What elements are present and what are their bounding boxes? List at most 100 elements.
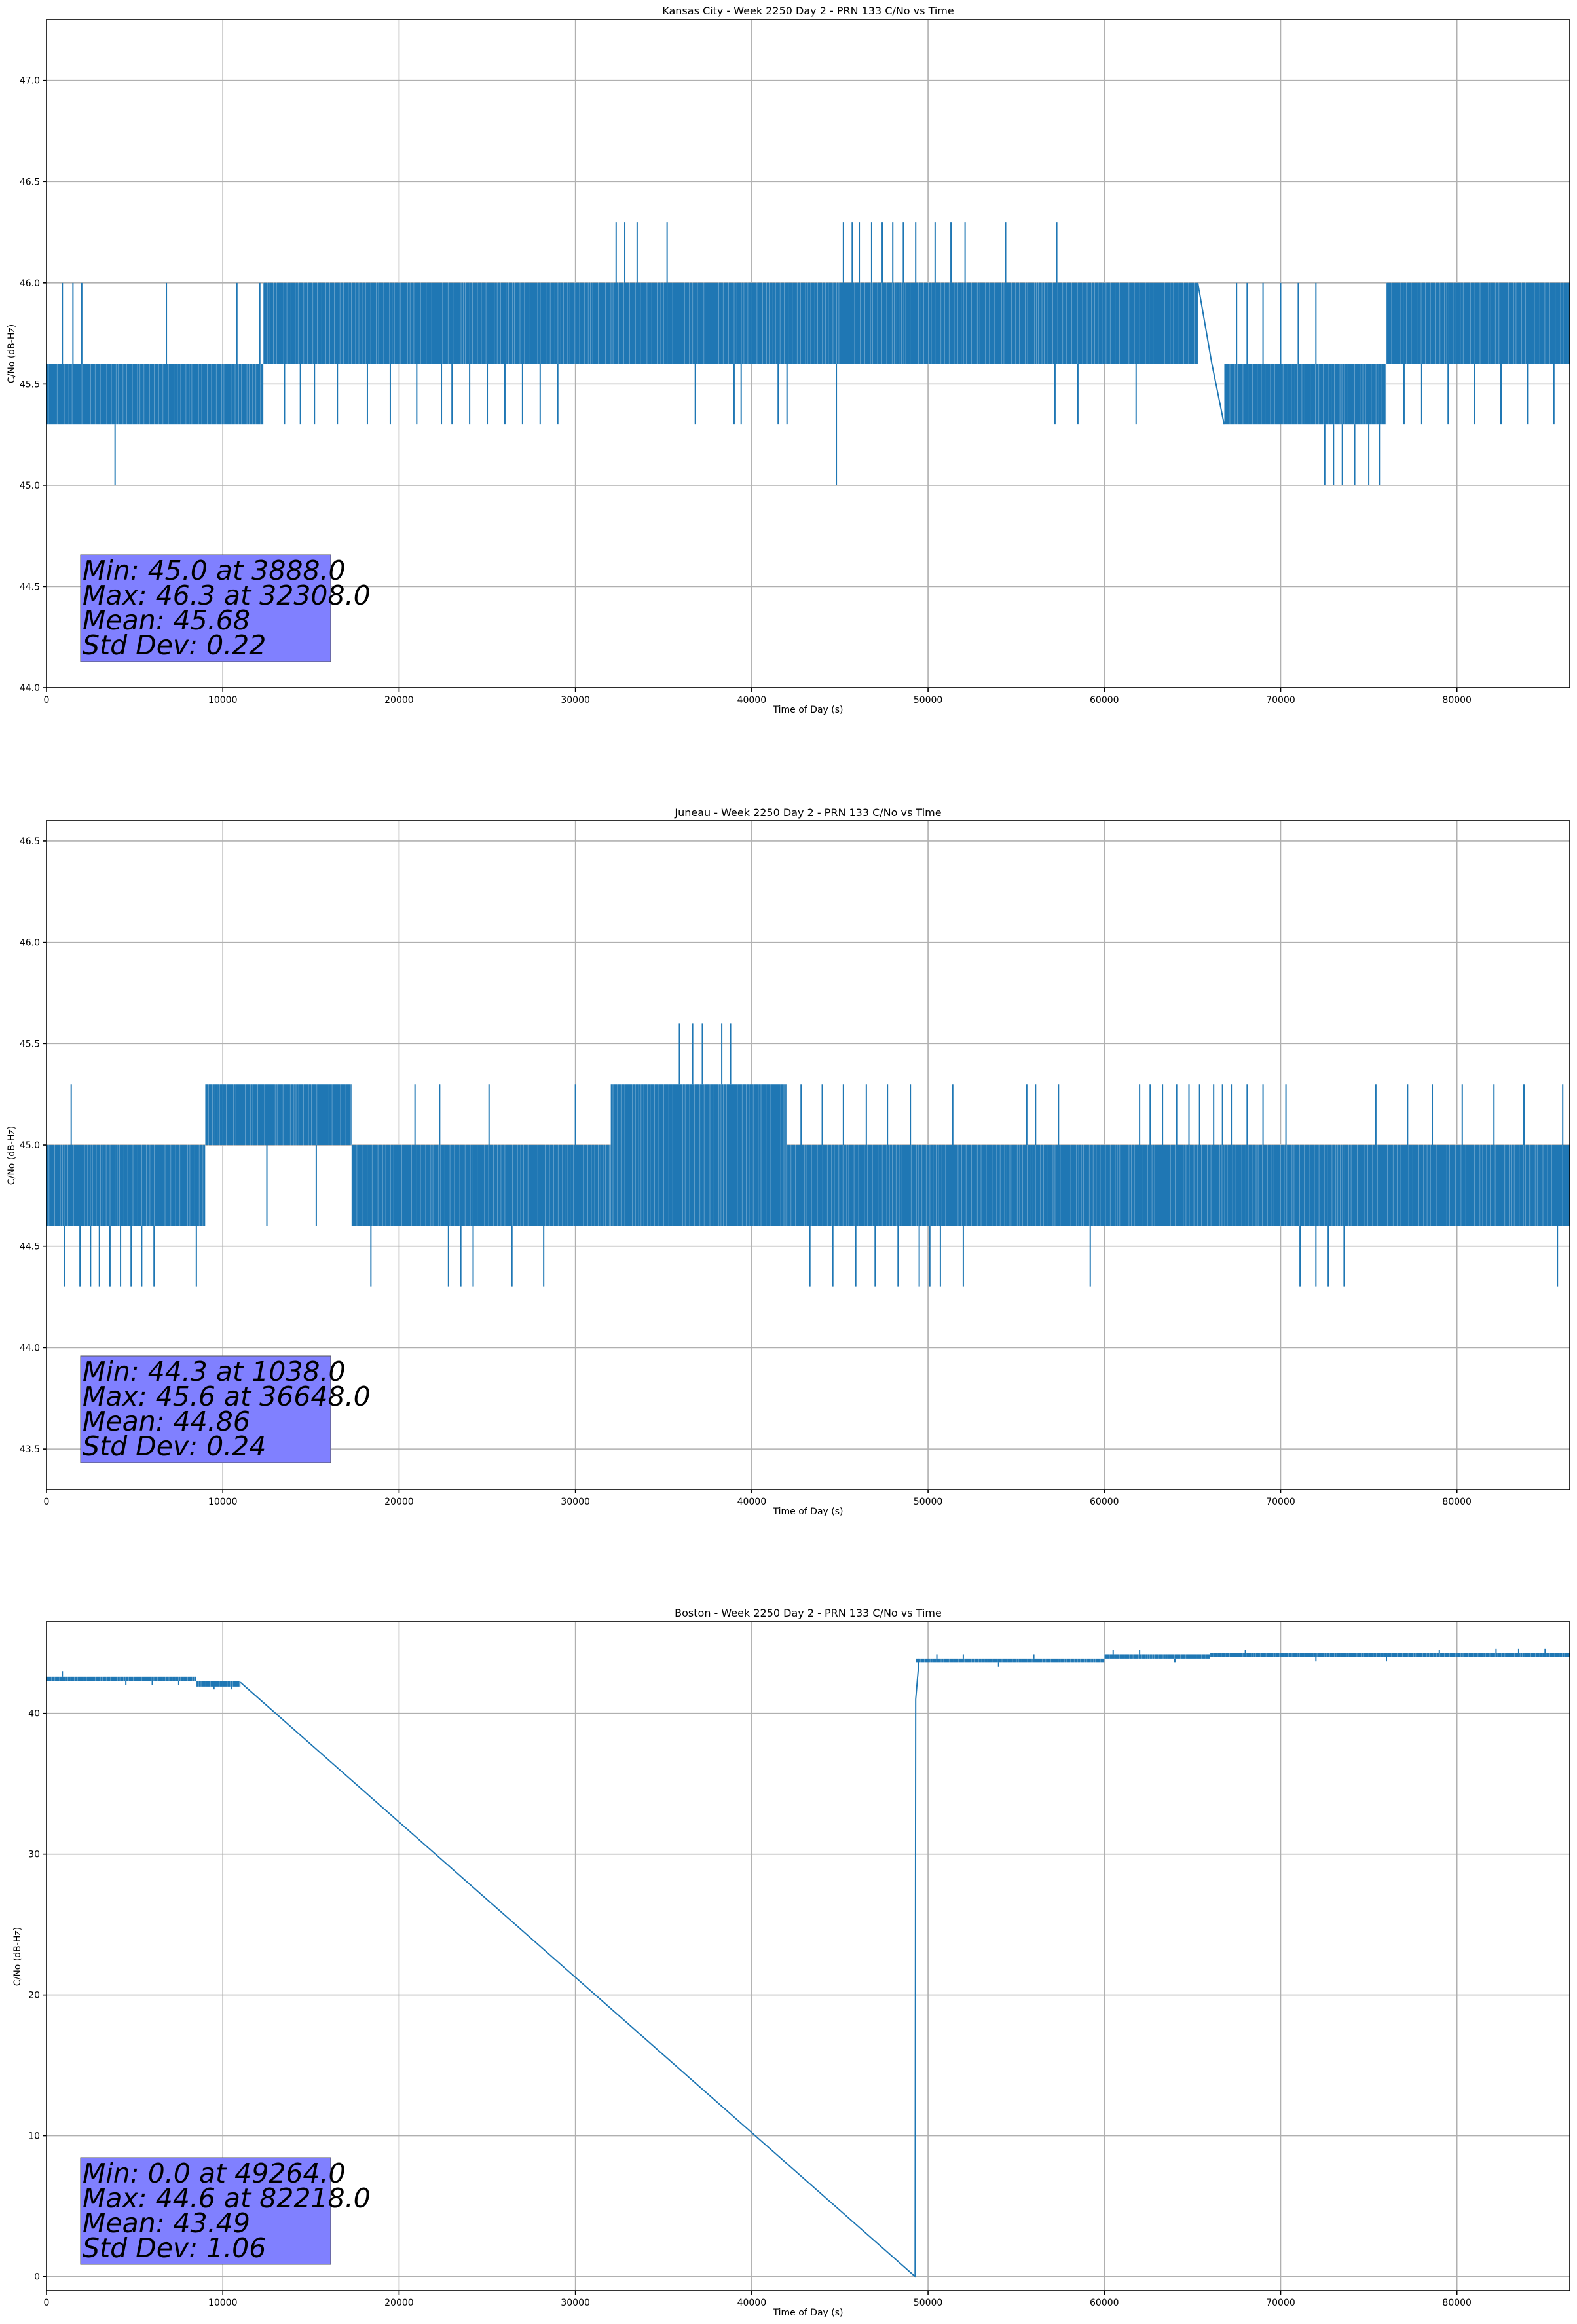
- x-tick-label: 40000: [737, 1497, 767, 1507]
- data-segment: [240, 1658, 920, 2278]
- stats-mean: Mean: 45.68: [83, 605, 250, 636]
- stats-max: Max: 45.6 at 36648.0: [83, 1381, 371, 1412]
- data-series: [46, 222, 1570, 485]
- x-tick-label: 60000: [1090, 2298, 1119, 2308]
- band-texture: [1210, 1652, 1567, 1658]
- x-tick-label: 20000: [384, 2298, 414, 2308]
- stats-min: Min: 45.0 at 3888.0: [83, 555, 346, 586]
- data-band: [263, 282, 1198, 364]
- stats-max: Max: 46.3 at 32308.0: [83, 580, 371, 611]
- plot-frame: [46, 19, 1570, 688]
- band-texture: [196, 1680, 240, 1687]
- x-tick-label: 0: [44, 2298, 50, 2308]
- stats-std-dev: Std Dev: 0.22: [83, 629, 266, 661]
- x-tick-label: 70000: [1266, 695, 1295, 705]
- y-tick-label: 44.0: [20, 683, 40, 694]
- x-axis-label: Time of Day (s): [773, 705, 844, 715]
- stats-lines: Min: 0.0 at 49264.0 Max: 44.6 at 82218.0…: [83, 2158, 371, 2264]
- band-texture: [263, 282, 1195, 365]
- y-tick-label: 46.5: [20, 836, 40, 847]
- chart-title: Juneau - Week 2250 Day 2 - PRN 133 C/No …: [674, 806, 941, 819]
- tick-marks: 0 10000 20000 30000 40000 50000 60000 70000 8000…: [20, 836, 1472, 1507]
- stats-box: [80, 1355, 331, 1463]
- data-band: [205, 1084, 352, 1146]
- x-axis-label: Time of Day (s): [773, 1507, 844, 1517]
- x-tick-label: 0: [44, 1497, 50, 1507]
- chart-title: Kansas City - Week 2250 Day 2 - PRN 133 …: [662, 5, 954, 17]
- data-band: [46, 1145, 206, 1226]
- x-tick-label: 70000: [1266, 1497, 1295, 1507]
- x-tick-label: 40000: [737, 2298, 767, 2308]
- y-tick-label: 45.0: [20, 1140, 40, 1151]
- x-tick-label: 10000: [208, 695, 238, 705]
- x-tick-label: 30000: [561, 695, 590, 705]
- x-tick-label: 0: [44, 695, 50, 705]
- y-tick-label: 44.5: [20, 1242, 40, 1252]
- x-tick-label: 60000: [1090, 1497, 1119, 1507]
- y-tick-label: 45.5: [20, 379, 40, 390]
- x-axis-label: Time of Day (s): [773, 2308, 844, 2318]
- x-tick-label: 80000: [1442, 2298, 1472, 2308]
- y-tick-label: 30: [28, 1850, 40, 1860]
- chart-title: Boston - Week 2250 Day 2 - PRN 133 C/No …: [675, 1607, 942, 1619]
- data-band: [351, 1145, 611, 1226]
- y-tick-label: 47.0: [20, 76, 40, 86]
- data-band: [916, 1658, 1105, 1663]
- band-texture: [915, 1657, 1101, 1664]
- data-band: [1210, 1653, 1570, 1657]
- x-tick-label: 50000: [914, 2298, 943, 2308]
- x-tick-label: 80000: [1442, 1497, 1472, 1507]
- x-tick-label: 70000: [1266, 2298, 1295, 2308]
- chart-panel-juneau: Juneau - Week 2250 Day 2 - PRN 133 C/No …: [7, 806, 1570, 1517]
- tick-marks: 0 10000 20000 30000 40000 50000 60000 70000 8000…: [20, 76, 1472, 705]
- stats-mean: Mean: 43.49: [83, 2207, 250, 2239]
- y-tick-label: 10: [28, 2131, 40, 2142]
- y-tick-label: 0: [34, 2272, 40, 2283]
- band-texture: [1386, 282, 1568, 365]
- y-tick-label: 45.5: [20, 1039, 40, 1049]
- x-tick-label: 30000: [561, 1497, 590, 1507]
- stats-box: [80, 554, 331, 662]
- band-texture: [351, 1144, 610, 1227]
- chart-panel-kansas-city: Kansas City - Week 2250 Day 2 - PRN 133 …: [7, 5, 1570, 715]
- stats-mean: Mean: 44.86: [83, 1406, 250, 1437]
- x-tick-label: 30000: [561, 2298, 590, 2308]
- y-tick-label: 45.0: [20, 481, 40, 491]
- band-texture: [1104, 1653, 1211, 1659]
- y-tick-label: 46.0: [20, 938, 40, 948]
- data-band: [46, 1676, 196, 1681]
- x-tick-label: 50000: [914, 695, 943, 705]
- x-tick-label: 40000: [737, 695, 767, 705]
- data-series: [46, 1023, 1570, 1287]
- y-axis-label: C/No (dB-Hz): [7, 324, 17, 383]
- stats-max: Max: 44.6 at 82218.0: [83, 2183, 371, 2214]
- data-segment: [1197, 282, 1225, 425]
- y-tick-label: 20: [28, 1991, 40, 2001]
- y-tick-label: 44.0: [20, 1343, 40, 1353]
- x-tick-label: 80000: [1442, 695, 1472, 705]
- band-texture: [204, 1083, 351, 1146]
- y-tick-label: 43.5: [20, 1444, 40, 1455]
- stats-std-dev: Std Dev: 1.06: [83, 2232, 266, 2264]
- stats-lines: Min: 45.0 at 3888.0 Max: 46.3 at 32308.0…: [83, 555, 371, 661]
- tick-marks: 0 10000 20000 30000 40000 50000 60000 70000 8000…: [28, 1709, 1472, 2308]
- plot-frame: [46, 820, 1570, 1490]
- data-band: [1104, 1654, 1210, 1659]
- y-tick-label: 44.5: [20, 582, 40, 592]
- plot-frame: [46, 1621, 1570, 2291]
- x-tick-label: 10000: [208, 2298, 238, 2308]
- stats-lines: Min: 44.3 at 1038.0 Max: 45.6 at 36648.0…: [83, 1356, 371, 1462]
- y-tick-label: 40: [28, 1709, 40, 1719]
- data-band: [610, 1084, 787, 1226]
- chart-panel-boston: Boston - Week 2250 Day 2 - PRN 133 C/No …: [12, 1607, 1570, 2318]
- y-tick-label: 46.5: [20, 177, 40, 187]
- stats-box: [80, 2157, 331, 2265]
- data-band: [196, 1681, 241, 1687]
- stats-min: Min: 0.0 at 49264.0: [83, 2158, 346, 2189]
- x-tick-label: 20000: [384, 695, 414, 705]
- band-texture: [610, 1083, 787, 1227]
- stats-min: Min: 44.3 at 1038.0: [83, 1356, 346, 1387]
- stats-std-dev: Std Dev: 0.24: [83, 1431, 266, 1462]
- x-tick-label: 50000: [914, 1497, 943, 1507]
